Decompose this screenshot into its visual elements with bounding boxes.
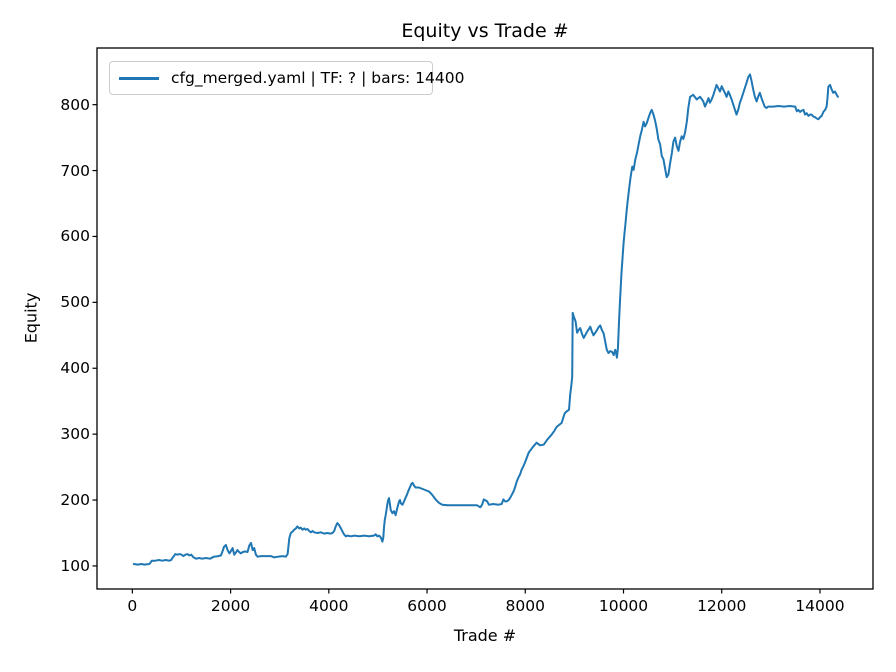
legend: cfg_merged.yaml | TF: ? | bars: 14400 bbox=[109, 61, 464, 95]
legend-label: cfg_merged.yaml | TF: ? | bars: 14400 bbox=[171, 69, 465, 87]
x-tick-label-0: 0 bbox=[127, 597, 138, 615]
chart-title: Equity vs Trade # bbox=[401, 20, 569, 42]
x-tick-label-8000: 8000 bbox=[505, 597, 545, 615]
y-tick-label-100: 100 bbox=[60, 556, 90, 575]
x-tick-label-4000: 4000 bbox=[309, 597, 349, 615]
x-axis-label: Trade # bbox=[453, 626, 517, 645]
x-tick-label-12000: 12000 bbox=[697, 597, 747, 615]
y-tick-label-200: 200 bbox=[60, 491, 90, 510]
equity-line bbox=[132, 73, 839, 566]
x-tick-label-6000: 6000 bbox=[407, 597, 447, 615]
x-tick-label-14000: 14000 bbox=[795, 597, 845, 615]
x-tick-label-10000: 10000 bbox=[598, 597, 649, 615]
y-tick-label-400: 400 bbox=[60, 359, 90, 378]
legend-line-swatch bbox=[119, 76, 159, 80]
y-tick-label-600: 600 bbox=[60, 227, 90, 246]
y-tick-label-500: 500 bbox=[60, 293, 90, 312]
x-tick-label-2000: 2000 bbox=[210, 597, 251, 615]
axes-frame bbox=[96, 47, 874, 590]
y-tick-label-300: 300 bbox=[60, 425, 90, 444]
y-tick-label-700: 700 bbox=[60, 161, 90, 180]
y-tick-label-800: 800 bbox=[60, 95, 90, 114]
